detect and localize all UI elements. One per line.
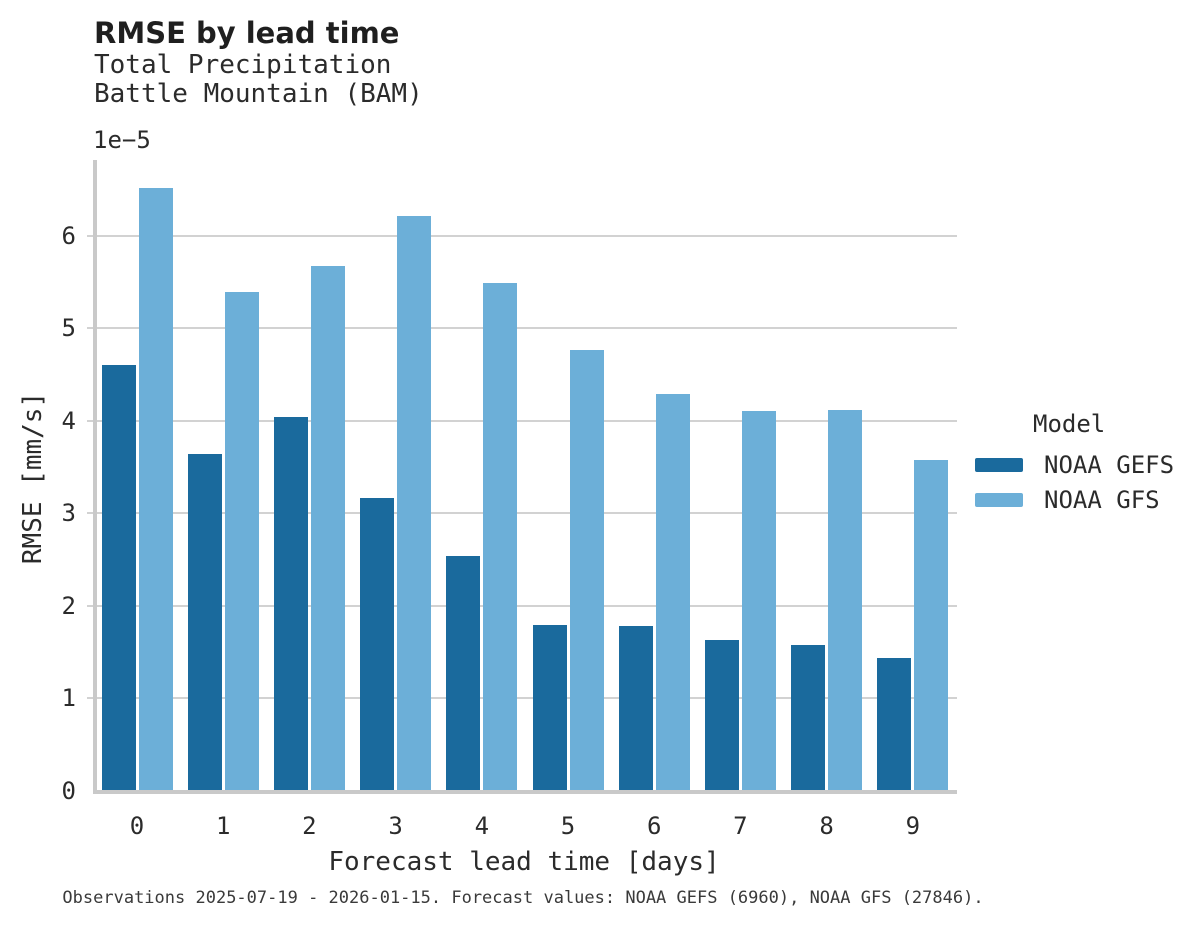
bar-noaa-gefs-lead-5 (532, 625, 567, 791)
subtitle-station: Battle Mountain (BAM) (94, 79, 423, 109)
bar-noaa-gfs-lead-8 (828, 409, 863, 791)
legend-swatch-icon (975, 492, 1023, 507)
chart-subtitle: Total Precipitation Battle Mountain (BAM… (94, 51, 423, 109)
bar-noaa-gfs-lead-3 (397, 215, 432, 791)
legend-entry-noaa-gefs: NOAA GEFS (975, 447, 1174, 482)
footnote: Observations 2025-07-19 - 2026-01-15. Fo… (62, 888, 984, 908)
gridline-y-2 (87, 604, 957, 607)
bar-noaa-gefs-lead-9 (877, 657, 912, 791)
chart-title: RMSE by lead time (94, 16, 400, 50)
y-tick-label-4: 4 (61, 406, 76, 435)
subtitle-variable: Total Precipitation (94, 50, 392, 80)
bar-noaa-gefs-lead-0 (101, 365, 136, 791)
x-tick-label-1: 1 (215, 812, 231, 840)
gridline-y-4 (87, 419, 957, 422)
legend: Model NOAA GEFS NOAA GFS (975, 410, 1174, 517)
y-tick-label-6: 6 (61, 221, 76, 250)
legend-label: NOAA GEFS (1044, 450, 1175, 479)
legend-title: Model (1033, 410, 1106, 438)
bar-noaa-gfs-lead-9 (914, 459, 949, 791)
bar-noaa-gefs-lead-6 (618, 626, 653, 791)
y-tick-label-1: 1 (61, 684, 76, 713)
bar-noaa-gefs-lead-2 (273, 417, 308, 791)
bar-noaa-gfs-lead-5 (569, 349, 604, 791)
y-tick-label-2: 2 (61, 591, 76, 620)
bar-noaa-gfs-lead-2 (310, 266, 345, 791)
y-tick-label-3: 3 (61, 499, 76, 528)
legend-entries: NOAA GEFS NOAA GFS (975, 447, 1174, 517)
x-tick-label-8: 8 (819, 812, 834, 840)
y-tick-label-0: 0 (61, 777, 76, 805)
x-tick-label-9: 9 (905, 812, 921, 840)
gridline-y-6 (87, 234, 957, 237)
x-tick-label-3: 3 (388, 812, 403, 840)
x-tick-label-0: 0 (129, 812, 145, 840)
bar-noaa-gfs-lead-7 (741, 410, 776, 791)
x-tick-label-4: 4 (474, 812, 490, 840)
y-axis-spine (93, 160, 97, 791)
y-tick-label-5: 5 (61, 314, 76, 343)
x-axis-spine (93, 790, 957, 794)
bar-noaa-gfs-lead-1 (224, 292, 259, 791)
x-tick-label-6: 6 (646, 812, 662, 840)
x-tick-label-7: 7 (733, 812, 748, 840)
bar-noaa-gefs-lead-4 (446, 556, 481, 791)
gridline-y-3 (87, 512, 957, 515)
legend-swatch-icon (975, 457, 1023, 472)
bar-noaa-gefs-lead-8 (791, 644, 826, 791)
x-axis-label: Forecast lead time [days] (328, 847, 720, 877)
bar-noaa-gefs-lead-7 (704, 640, 739, 791)
legend-entry-noaa-gfs: NOAA GFS (975, 482, 1174, 517)
y-axis-offset-label: 1e−5 (93, 126, 151, 154)
bar-noaa-gfs-lead-6 (655, 394, 690, 791)
bar-noaa-gfs-lead-4 (483, 283, 518, 791)
plot-area (87, 160, 957, 794)
x-tick-label-5: 5 (560, 812, 576, 840)
bar-noaa-gefs-lead-3 (360, 497, 395, 791)
gridline-y-5 (87, 327, 957, 330)
gridline-y-1 (87, 697, 957, 700)
bar-noaa-gfs-lead-0 (138, 187, 173, 791)
x-tick-label-2: 2 (302, 812, 317, 840)
legend-label: NOAA GFS (1044, 485, 1160, 514)
bar-noaa-gefs-lead-1 (187, 454, 222, 791)
